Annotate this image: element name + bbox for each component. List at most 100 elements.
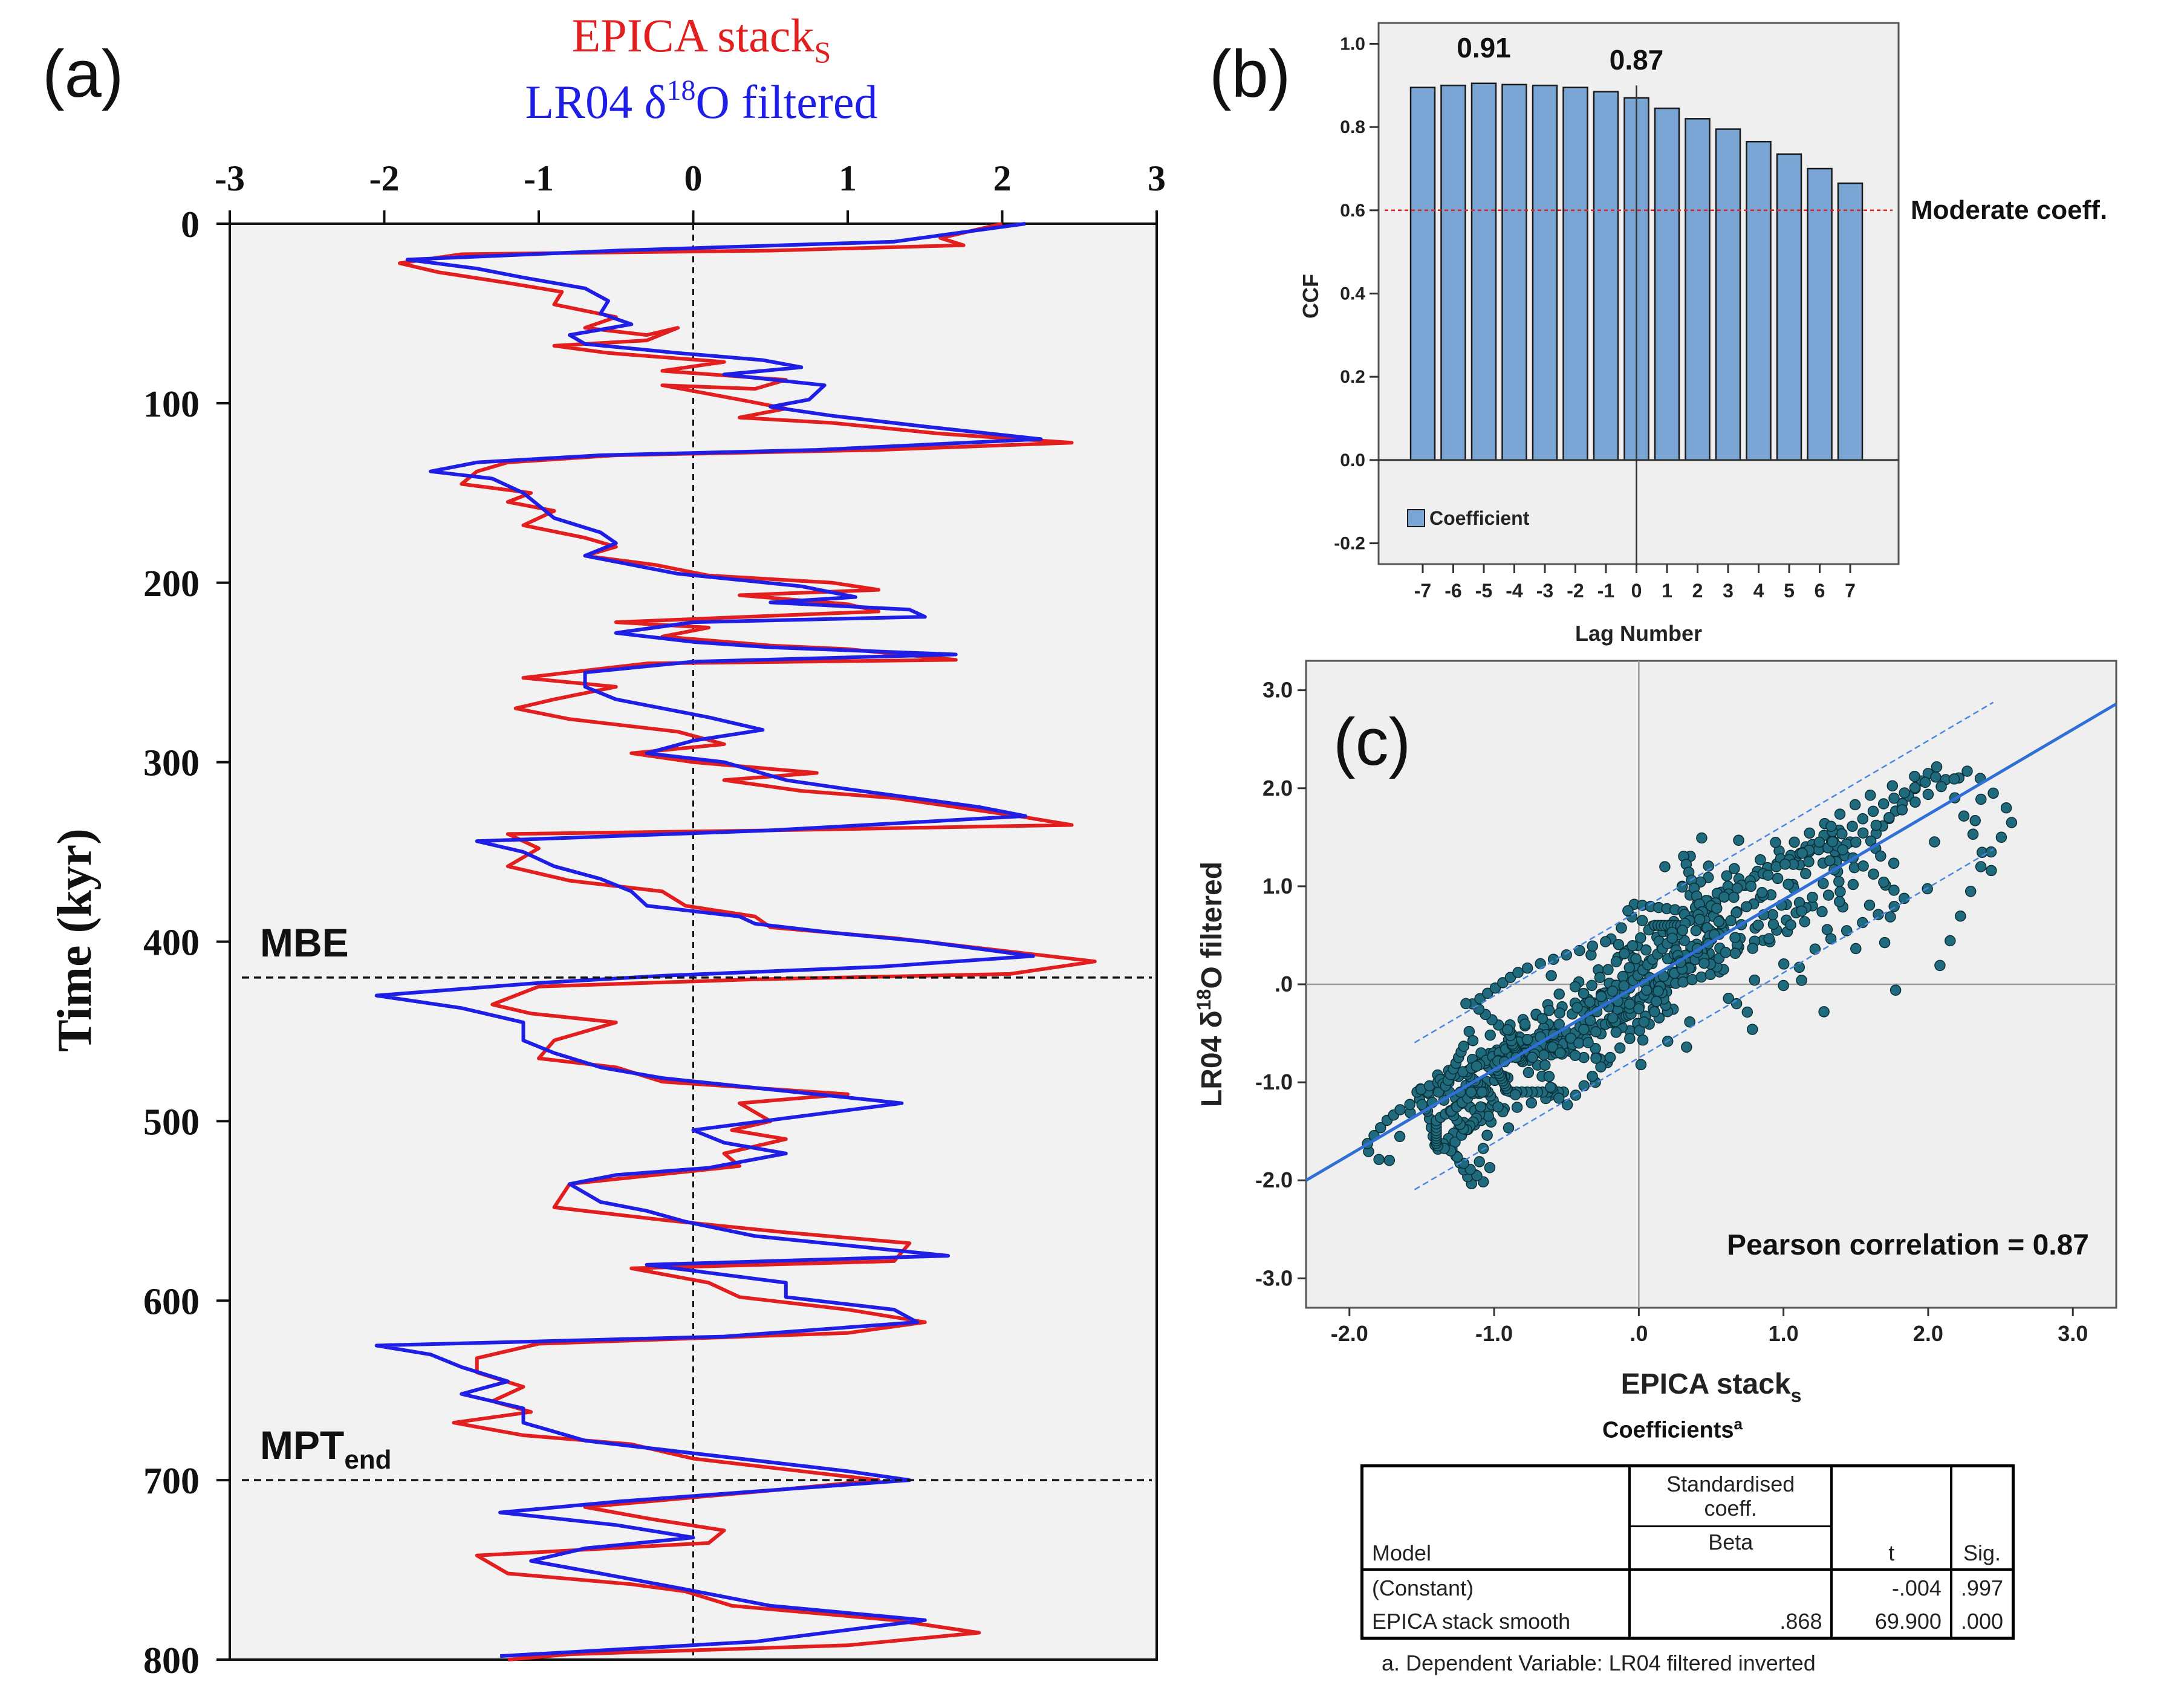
scatter-point xyxy=(1555,1047,1566,1059)
cell-model: EPICA stack smooth xyxy=(1362,1603,1631,1638)
scatter-point xyxy=(1594,972,1606,984)
panel-c-fit xyxy=(1305,701,2117,1190)
scatter-point xyxy=(1635,1059,1647,1071)
coefficients-table: Model Standardised coeff. t Sig. Beta (C… xyxy=(1360,1464,2015,1640)
scatter-point xyxy=(1741,901,1752,912)
scatter-point xyxy=(1755,854,1766,866)
scatter-point xyxy=(1721,870,1733,882)
scatter-point xyxy=(1630,953,1642,965)
scatter-point xyxy=(1578,987,1590,999)
panel-c: (c) -2.0 -1.0.0 1.0 2.0 3.03.02.01.0.0-1.0-2… xyxy=(1193,660,2117,1406)
scatter-point xyxy=(1561,1099,1573,1111)
scatter-point xyxy=(1624,998,1636,1010)
scatter-point xyxy=(1470,1060,1483,1072)
scatter-point xyxy=(1590,1053,1602,1064)
x-tick-label: -4 xyxy=(1506,580,1523,602)
y-tick-label: 2.0 xyxy=(1262,776,1293,800)
scatter-point xyxy=(1545,1081,1556,1093)
x-tick-label: 4 xyxy=(1753,580,1764,602)
scatter-point xyxy=(1607,1012,1619,1024)
x-tick-label: 1 xyxy=(1662,580,1672,602)
ccf-bar xyxy=(1440,85,1466,461)
scatter-point xyxy=(1779,859,1791,870)
scatter-point xyxy=(1922,788,1934,800)
scatter-point xyxy=(1635,932,1646,944)
scatter-point xyxy=(1698,957,1710,969)
scatter-point xyxy=(1626,940,1639,952)
ccf-bar xyxy=(1837,182,1864,461)
scatter-point xyxy=(1616,922,1627,934)
panel-label-a: (a) xyxy=(42,37,123,111)
scatter-point xyxy=(1539,1059,1551,1071)
y-tick-label: -2.0 xyxy=(1255,1167,1293,1192)
scatter-point xyxy=(1677,924,1688,937)
x-tick-label: -2.0 xyxy=(1331,1321,1368,1346)
confidence-band-upper xyxy=(1414,701,1994,1044)
scatter-point xyxy=(1394,1104,1406,1115)
scatter-point xyxy=(1867,805,1879,817)
x-tick-label: 3 xyxy=(1148,158,1166,198)
y-tick-label: 0.0 xyxy=(1340,450,1365,470)
x-tick-label: 5 xyxy=(1784,580,1795,602)
y-tick-label: 600 xyxy=(143,1281,200,1322)
scatter-point xyxy=(1681,1041,1692,1053)
y-tick-label: 400 xyxy=(143,923,200,964)
ccf-bar xyxy=(1470,82,1497,461)
ccf-bar xyxy=(1562,86,1588,461)
ccf-bar xyxy=(1532,85,1558,461)
scatter-point xyxy=(1711,903,1723,914)
scatter-point xyxy=(1696,832,1708,844)
y-tick-label: 200 xyxy=(143,563,200,605)
scatter-point xyxy=(1878,876,1890,888)
panel-a-series xyxy=(374,222,1097,1661)
scatter-point xyxy=(1847,878,1859,891)
scatter-point xyxy=(1975,793,1987,805)
scatter-point xyxy=(1899,892,1910,904)
scatter-point xyxy=(1509,1089,1521,1100)
scatter-point xyxy=(1636,915,1648,926)
scatter-point xyxy=(2000,802,2012,814)
scatter-point xyxy=(1633,1003,1645,1015)
scatter-point xyxy=(1481,1129,1493,1141)
scatter-point xyxy=(1877,798,1890,810)
scatter-point xyxy=(1796,905,1807,917)
col-header-t: t xyxy=(1831,1466,1952,1570)
scatter-point xyxy=(1782,878,1794,890)
scatter-point xyxy=(1383,1154,1396,1166)
legend-label: Coefficient xyxy=(1429,507,1530,529)
scatter-point xyxy=(1875,850,1886,862)
cell-beta: .868 xyxy=(1629,1603,1833,1638)
col-header-sig: Sig. xyxy=(1963,1540,2001,1565)
scatter-point xyxy=(1482,987,1493,999)
scatter-point xyxy=(1543,1004,1555,1016)
scatter-point xyxy=(1825,933,1837,944)
scatter-point xyxy=(1800,868,1812,880)
scatter-point xyxy=(1945,935,1956,947)
scatter-point xyxy=(1778,979,1789,992)
scatter-point xyxy=(1864,899,1876,911)
y-tick-label: 0.8 xyxy=(1340,117,1365,137)
panel-b-bars xyxy=(1409,82,1864,461)
scatter-point xyxy=(1868,868,1879,880)
scatter-point xyxy=(1985,846,1997,858)
scatter-point xyxy=(1604,1051,1616,1063)
scatter-point xyxy=(1561,949,1572,961)
scatter-point xyxy=(1637,1034,1649,1046)
scatter-point xyxy=(1778,958,1790,970)
scatter-point xyxy=(1553,1093,1565,1104)
scatter-point xyxy=(1725,915,1737,927)
data-label: 0.87 xyxy=(1610,44,1664,76)
scatter-point xyxy=(1526,1097,1538,1109)
scatter-point xyxy=(1909,770,1920,782)
scatter-point xyxy=(1610,1027,1622,1038)
panel-a-plot-area xyxy=(229,222,1158,1661)
ccf-bar xyxy=(1807,167,1833,461)
scatter-point xyxy=(1590,1026,1602,1037)
moderate-coeff-label: Moderate coeff. xyxy=(1911,195,2107,225)
scatter-point xyxy=(1730,907,1742,918)
scatter-point xyxy=(1847,820,1858,832)
x-tick-label: -7 xyxy=(1414,580,1431,602)
scatter-point xyxy=(1394,1131,1406,1143)
x-tick-label: 1.0 xyxy=(1769,1321,1799,1346)
scatter-point xyxy=(1521,962,1533,974)
